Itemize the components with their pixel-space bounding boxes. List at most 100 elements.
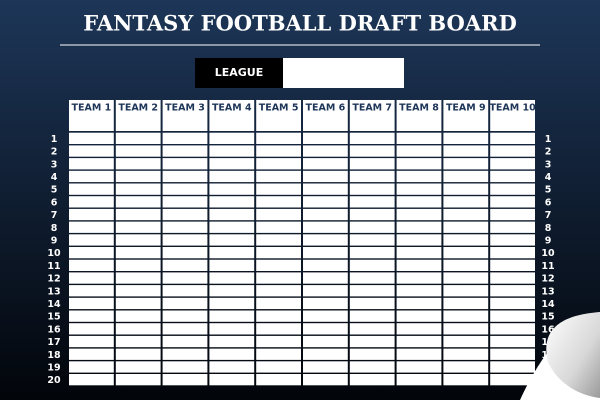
pick-cell <box>490 158 535 170</box>
page-curl <box>546 312 600 398</box>
pick-cell <box>490 221 535 233</box>
pick-cell <box>256 132 301 144</box>
pick-cell <box>162 234 208 246</box>
pick-cell <box>303 221 348 233</box>
pick-cell <box>162 132 208 144</box>
pick-cell <box>115 323 161 335</box>
pick-cell <box>349 183 395 195</box>
pick-cell <box>209 297 255 310</box>
team-name: TEAM 9 <box>446 103 486 114</box>
pick-cell <box>490 247 535 259</box>
team-header <box>396 100 442 131</box>
pick-cell <box>303 323 348 335</box>
round-number: 14 <box>541 299 555 310</box>
pick-cell <box>443 310 489 322</box>
pick-cell <box>490 310 535 322</box>
pick-cell <box>256 221 301 233</box>
pick-cell <box>490 196 535 208</box>
round-number: 16 <box>541 324 555 335</box>
pick-cell <box>209 272 255 284</box>
pick-cell <box>490 259 535 271</box>
pick-cell <box>256 170 301 183</box>
pick-cell <box>349 361 395 373</box>
round-number: 17 <box>47 337 60 348</box>
round-number: 2 <box>51 147 58 158</box>
pick-cell <box>162 259 208 271</box>
pick-cell <box>209 348 255 360</box>
round-number: 8 <box>51 223 58 234</box>
pick-cell <box>443 247 489 259</box>
round-number: 9 <box>545 235 552 246</box>
pick-cell <box>69 170 114 183</box>
pick-cell <box>490 361 535 373</box>
pick-cell <box>162 361 208 373</box>
round-number: 9 <box>51 235 58 246</box>
round-number: 15 <box>541 312 554 323</box>
pick-cell <box>443 170 489 183</box>
pick-cell <box>69 374 114 386</box>
team-header <box>443 100 489 131</box>
pick-cell <box>490 132 535 144</box>
team-header <box>69 100 114 131</box>
pick-cell <box>162 323 208 335</box>
round-number: 11 <box>541 261 554 272</box>
pick-cell <box>396 170 442 183</box>
pick-cell <box>303 272 348 284</box>
pick-cell <box>303 335 348 348</box>
pick-cell <box>69 297 114 310</box>
pick-cell <box>443 208 489 221</box>
round-number: 4 <box>545 172 552 183</box>
pick-cell <box>349 221 395 233</box>
pick-cell <box>490 272 535 284</box>
pick-cell <box>162 285 208 297</box>
title: FANTASY FOOTBALL DRAFT BOARD <box>83 11 517 36</box>
round-number: 5 <box>51 185 58 196</box>
pick-cell <box>115 234 161 246</box>
pick-cell <box>349 208 395 221</box>
pick-cell <box>443 234 489 246</box>
round-number: 5 <box>545 185 552 196</box>
pick-cell <box>209 221 255 233</box>
pick-cell <box>349 196 395 208</box>
pick-cell <box>256 259 301 271</box>
team-header <box>349 100 395 131</box>
pick-cell <box>349 234 395 246</box>
pick-cell <box>303 247 348 259</box>
pick-cell <box>115 183 161 195</box>
pick-cell <box>256 272 301 284</box>
league-label-box <box>195 58 283 88</box>
pick-cell <box>443 361 489 373</box>
pick-cell <box>349 170 395 183</box>
pick-cell <box>162 247 208 259</box>
team-header <box>490 100 535 131</box>
round-number: 7 <box>545 210 552 221</box>
pick-cell <box>396 272 442 284</box>
pick-cell <box>303 196 348 208</box>
pick-cell <box>69 323 114 335</box>
pick-cell <box>69 247 114 259</box>
pick-cell <box>490 374 535 386</box>
pick-cell <box>209 310 255 322</box>
pick-cell <box>69 361 114 373</box>
pick-cell <box>396 361 442 373</box>
pick-cell <box>396 196 442 208</box>
pick-cell <box>162 335 208 348</box>
pick-cell <box>443 348 489 360</box>
league-input[interactable] <box>283 58 404 88</box>
round-number: 4 <box>51 172 58 183</box>
pick-cell <box>115 145 161 157</box>
pick-cell <box>303 132 348 144</box>
pick-cell <box>396 208 442 221</box>
pick-cell <box>209 234 255 246</box>
team-header <box>256 100 301 131</box>
pick-cell <box>256 323 301 335</box>
pick-cell <box>115 348 161 360</box>
pick-cell <box>396 234 442 246</box>
pick-cell <box>209 323 255 335</box>
pick-cell <box>256 234 301 246</box>
pick-cell <box>69 234 114 246</box>
pick-cell <box>443 335 489 348</box>
pick-cell <box>490 145 535 157</box>
round-number: 13 <box>47 286 60 297</box>
pick-cell <box>443 158 489 170</box>
